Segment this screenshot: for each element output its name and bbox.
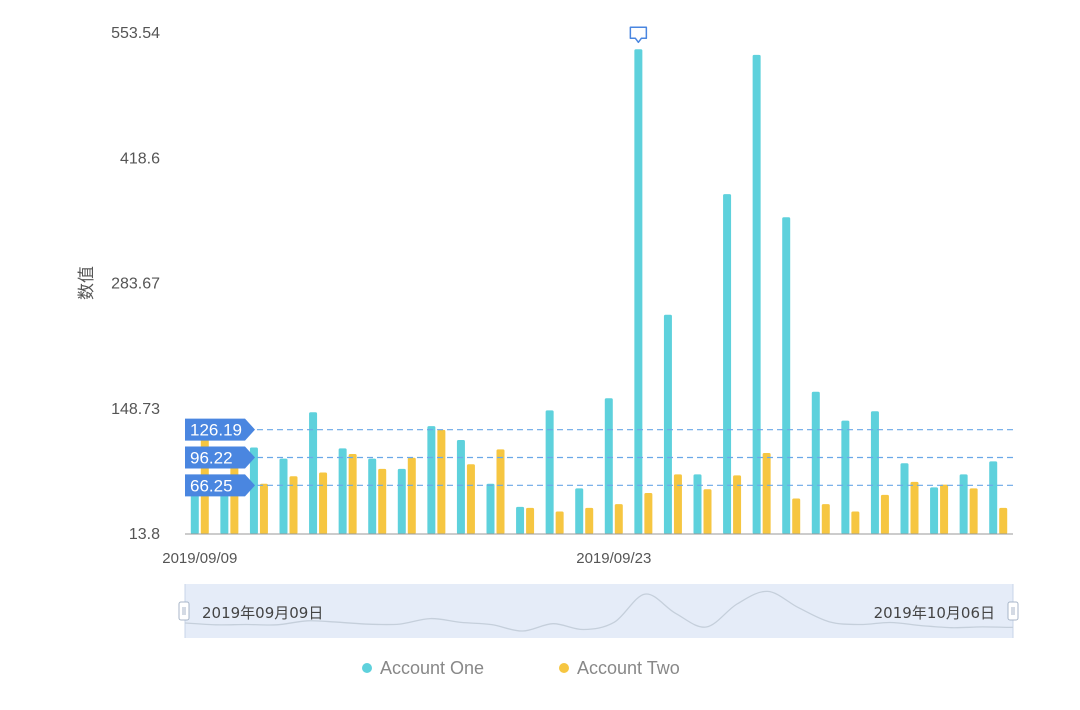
y-tick-label: 283.67	[111, 276, 160, 293]
bar-account-two[interactable]	[969, 488, 978, 534]
bar-account-one[interactable]	[604, 398, 613, 534]
data-zoom-background[interactable]	[185, 584, 1013, 638]
legend-label-account-two: Account Two	[577, 658, 680, 678]
legend-label-account-one: Account One	[380, 658, 484, 678]
reference-line-label: 96.22	[190, 449, 233, 468]
bar-account-two[interactable]	[407, 457, 416, 534]
bar-account-one[interactable]	[693, 474, 702, 534]
legend-item-account-two[interactable]: Account Two	[559, 658, 680, 678]
bar-account-one[interactable]	[486, 483, 495, 534]
marker-layer	[629, 26, 648, 44]
x-tick-label: 2019/09/23	[576, 550, 651, 567]
legend-item-account-one[interactable]: Account One	[362, 658, 484, 678]
data-zoom[interactable]: 2019年09月09日 2019年10月06日	[178, 584, 1019, 638]
bar-account-two[interactable]	[940, 484, 949, 534]
reference-line-label: 66.25	[190, 476, 233, 495]
y-tick-label: 13.8	[129, 526, 160, 543]
speech-bubble-icon[interactable]	[629, 26, 648, 44]
bar-account-one[interactable]	[249, 447, 258, 534]
bar-account-two[interactable]	[762, 453, 771, 534]
data-zoom-right-handle[interactable]	[1007, 601, 1019, 621]
bar-account-one[interactable]	[279, 458, 288, 534]
bar-account-one[interactable]	[338, 448, 347, 534]
bar-account-two[interactable]	[289, 476, 298, 534]
legend: Account One Account Two	[362, 658, 680, 678]
bar-account-one[interactable]	[841, 420, 850, 534]
bar-account-one[interactable]	[309, 412, 318, 534]
bar-account-two[interactable]	[378, 468, 387, 534]
bar-account-one[interactable]	[368, 458, 377, 534]
bar-account-one[interactable]	[870, 411, 879, 534]
bar-account-one[interactable]	[723, 194, 732, 534]
reference-line-label-bg	[185, 474, 255, 497]
bar-account-two[interactable]	[466, 464, 475, 534]
drag-handle-icon[interactable]	[178, 601, 190, 621]
bar-account-one[interactable]	[634, 49, 643, 534]
bar-account-one[interactable]	[397, 468, 406, 534]
bar-account-two[interactable]	[673, 474, 682, 534]
bar-account-one[interactable]	[811, 391, 820, 534]
bar-account-two[interactable]	[585, 507, 594, 534]
bar-account-two[interactable]	[703, 489, 712, 534]
bar-account-one[interactable]	[456, 440, 465, 534]
y-tick-label: 148.73	[111, 401, 160, 418]
bar-account-one[interactable]	[930, 487, 939, 534]
reference-line-label-bg	[185, 446, 255, 469]
bar-account-two[interactable]	[614, 504, 623, 534]
bar-account-two[interactable]	[733, 475, 742, 534]
circle-icon	[559, 663, 569, 673]
x-tick-label: 2019/09/09	[162, 550, 237, 567]
bar-account-one[interactable]	[959, 474, 968, 534]
bar-account-two[interactable]	[555, 511, 564, 534]
reference-lines: 126.19 96.22 66.25	[185, 418, 1013, 497]
bar-account-one[interactable]	[782, 217, 791, 535]
bar-account-two[interactable]	[880, 494, 889, 534]
bar-account-two[interactable]	[851, 511, 860, 534]
bar-account-two[interactable]	[259, 483, 268, 534]
bar-account-one[interactable]	[427, 426, 436, 534]
bar-account-one[interactable]	[989, 461, 998, 534]
bars-layer	[190, 49, 1008, 535]
drag-handle-icon[interactable]	[1007, 601, 1019, 621]
bar-account-two[interactable]	[437, 429, 446, 534]
bar-account-two[interactable]	[910, 481, 919, 534]
y-tick-label: 418.6	[120, 150, 160, 167]
bar-account-one[interactable]	[663, 314, 672, 534]
data-zoom-left-handle[interactable]	[178, 601, 190, 621]
bar-account-two[interactable]	[496, 449, 505, 534]
reference-line-label: 126.19	[190, 421, 242, 440]
circle-icon	[362, 663, 372, 673]
bar-account-two[interactable]	[999, 507, 1008, 534]
y-tick-label: 553.54	[111, 25, 160, 42]
data-zoom-end-label: 2019年10月06日	[874, 604, 995, 622]
bar-account-one[interactable]	[575, 488, 584, 534]
reference-line-label-bg	[185, 418, 255, 441]
bar-account-one[interactable]	[516, 506, 525, 534]
bar-account-one[interactable]	[545, 410, 554, 534]
data-zoom-shadow-line	[184, 590, 1014, 632]
data-zoom-start-label: 2019年09月09日	[202, 604, 323, 622]
bar-account-two[interactable]	[821, 504, 830, 534]
bar-account-two[interactable]	[792, 498, 801, 534]
bar-account-two[interactable]	[319, 472, 328, 534]
y-axis-label: 数值	[77, 266, 97, 300]
bar-account-two[interactable]	[526, 507, 535, 534]
bar-account-two[interactable]	[348, 453, 357, 534]
bar-account-two[interactable]	[644, 492, 653, 534]
bar-account-one[interactable]	[900, 463, 909, 534]
bar-account-two[interactable]	[230, 458, 239, 534]
bar-account-one[interactable]	[752, 54, 761, 534]
